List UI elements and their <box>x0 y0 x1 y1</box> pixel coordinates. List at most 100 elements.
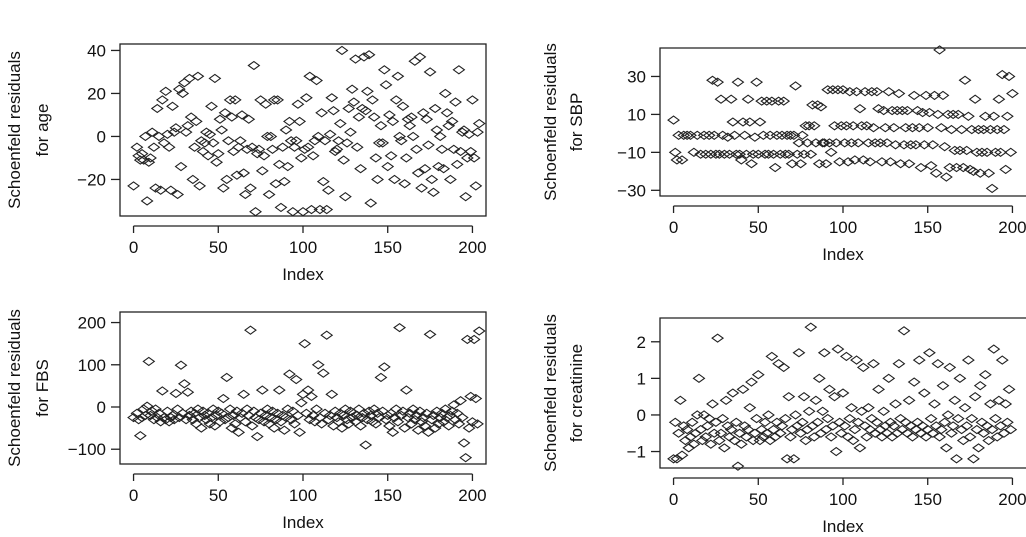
data-point <box>985 424 999 435</box>
data-point <box>399 153 413 163</box>
data-point <box>780 130 794 140</box>
data-point <box>206 138 220 148</box>
data-point <box>208 73 222 84</box>
data-point <box>145 127 159 137</box>
data-point <box>978 111 992 121</box>
data-point <box>758 149 772 159</box>
data-point <box>305 204 318 215</box>
data-point <box>839 121 853 131</box>
data-point <box>912 123 926 133</box>
data-point <box>320 204 334 215</box>
data-point <box>733 149 747 159</box>
data-point <box>350 142 364 152</box>
data-point <box>921 123 935 133</box>
data-point <box>816 406 830 416</box>
data-point <box>469 393 483 404</box>
data-point <box>447 144 461 155</box>
data-point <box>398 423 412 433</box>
y-tick-label: −1 <box>627 443 646 462</box>
data-point <box>950 162 963 173</box>
data-point <box>987 344 1001 354</box>
data-point <box>293 116 307 127</box>
data-point <box>797 391 811 402</box>
data-point <box>137 155 151 165</box>
data-point <box>675 450 689 460</box>
data-point <box>171 189 185 200</box>
data-point <box>999 164 1013 175</box>
data-point <box>460 334 474 345</box>
data-point <box>391 71 405 81</box>
data-point <box>432 161 445 172</box>
data-point <box>310 75 323 86</box>
data-point <box>242 114 256 124</box>
y-axis-label: Schoenfeld residuals <box>541 43 560 201</box>
data-point <box>717 443 731 453</box>
data-point <box>897 326 911 336</box>
data-point <box>738 421 752 431</box>
data-point <box>440 108 454 118</box>
data-point <box>372 138 386 148</box>
data-point <box>828 121 841 131</box>
data-point <box>311 360 325 370</box>
data-point <box>411 425 425 435</box>
data-point <box>817 348 831 358</box>
data-point <box>127 412 140 423</box>
data-point <box>958 75 972 85</box>
data-point <box>938 417 952 427</box>
data-point <box>393 131 407 142</box>
x-tick-label: 100 <box>289 238 317 257</box>
data-point <box>672 428 686 438</box>
data-point <box>706 75 719 85</box>
data-point <box>418 164 432 174</box>
data-point <box>174 360 188 370</box>
x-tick-label: 50 <box>209 486 228 505</box>
data-point <box>997 124 1011 135</box>
data-point <box>875 157 889 167</box>
data-point <box>271 408 285 419</box>
data-point <box>320 330 334 340</box>
data-point <box>396 101 410 112</box>
data-point <box>889 399 902 409</box>
data-point <box>782 391 796 402</box>
data-point <box>887 421 901 431</box>
data-point <box>144 153 157 163</box>
y-axis-label: for SBP <box>567 93 586 152</box>
data-point <box>726 388 740 398</box>
data-point <box>337 155 351 165</box>
data-point <box>751 370 765 380</box>
data-point <box>359 105 373 116</box>
data-point <box>140 196 154 206</box>
data-point <box>260 404 274 414</box>
data-point <box>909 140 923 150</box>
x-tick-label: 50 <box>749 490 768 509</box>
data-point <box>972 443 985 453</box>
data-point <box>374 121 388 131</box>
data-point <box>449 414 462 425</box>
data-point <box>321 185 335 195</box>
data-point <box>775 421 789 431</box>
data-point <box>345 84 359 94</box>
data-point <box>853 443 867 453</box>
data-point <box>464 391 478 402</box>
data-point <box>220 372 234 383</box>
data-point <box>838 421 852 431</box>
data-point <box>254 408 268 419</box>
data-point <box>794 159 808 169</box>
data-point <box>377 65 391 75</box>
x-tick-label: 100 <box>289 486 317 505</box>
data-point <box>745 377 758 387</box>
data-point <box>130 142 144 152</box>
data-point <box>379 80 393 90</box>
data-point <box>377 362 391 372</box>
data-point <box>780 454 794 464</box>
data-point <box>325 93 339 103</box>
data-point <box>260 131 274 142</box>
data-point <box>433 131 447 142</box>
data-point <box>338 191 352 202</box>
data-point <box>811 417 825 427</box>
data-point <box>299 408 313 419</box>
data-point <box>250 431 264 442</box>
x-tick-label: 150 <box>914 218 942 237</box>
data-point <box>230 406 244 416</box>
data-point <box>255 166 269 176</box>
